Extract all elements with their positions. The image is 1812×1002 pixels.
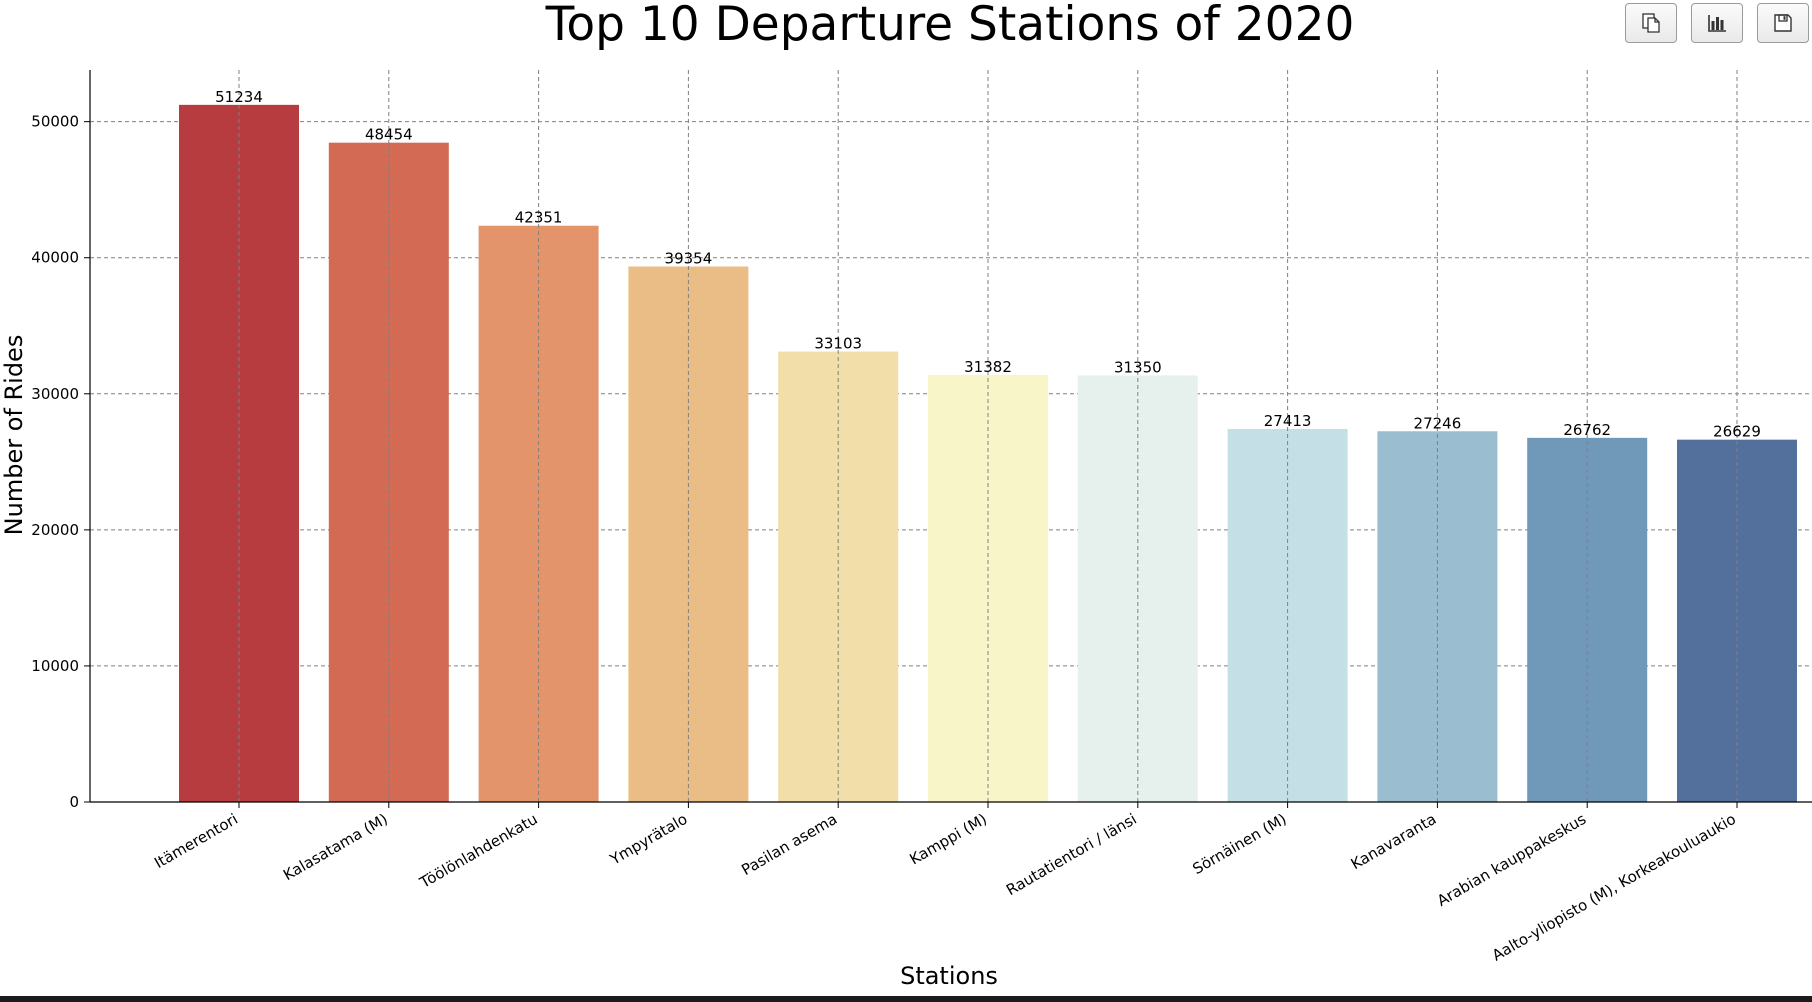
x-axis-label: Stations: [900, 962, 998, 990]
data-label: 31350: [1114, 358, 1162, 376]
bar: [179, 104, 299, 803]
bars: [179, 104, 1797, 803]
x-tick-label: Ympyrätalo: [606, 810, 690, 869]
y-tick-label: 10000: [31, 657, 79, 675]
y-ticks: 0 10000 20000 30000 40000 50000: [31, 113, 90, 811]
x-tick-label: Aalto-yliopisto (M), Korkeakouluaukio: [1489, 810, 1739, 965]
bar: [1677, 439, 1797, 802]
copy-button[interactable]: [1625, 3, 1677, 43]
data-label: 42351: [515, 209, 563, 227]
y-tick-label: 20000: [31, 521, 79, 539]
axes: [89, 70, 1812, 803]
data-label: 26762: [1563, 421, 1611, 439]
x-tick-label: Pasilan asema: [738, 810, 840, 879]
x-tick-label: Arabian kauppakeskus: [1434, 810, 1589, 910]
toolbar: [1625, 3, 1809, 43]
y-axis-label: Number of Rides: [0, 335, 28, 536]
chart-button[interactable]: [1691, 3, 1743, 43]
data-label: 39354: [665, 250, 713, 268]
vertical-gridlines: [238, 70, 1738, 802]
data-label: 48454: [365, 126, 413, 144]
data-label: 27413: [1264, 412, 1312, 430]
x-tick-label: Sörnäinen (M): [1190, 810, 1290, 878]
y-tick-label: 30000: [31, 385, 79, 403]
data-label: 26629: [1713, 423, 1761, 441]
x-tick-label: Itämerentori: [151, 810, 241, 872]
data-label: 27246: [1414, 414, 1462, 432]
bar-chart-icon: [1708, 15, 1726, 32]
x-ticks: Itämerentori Kalasatama (M) Töölönlahdenka…: [151, 802, 1739, 965]
floppy-disk-icon: [1774, 14, 1792, 32]
data-label: 51234: [215, 88, 263, 106]
x-tick-label: Kanavaranta: [1348, 810, 1440, 873]
x-tick-label: Töölönlahdenkatu: [416, 810, 541, 892]
x-tick-label: Kamppi (M): [907, 810, 990, 869]
x-tick-label: Kalasatama (M): [280, 810, 391, 884]
x-tick-label: Rautatientori / länsi: [1003, 810, 1140, 899]
save-button[interactable]: [1757, 3, 1809, 43]
y-tick-label: 50000: [31, 113, 79, 131]
y-tick-label: 40000: [31, 249, 79, 267]
y-tick-label: 0: [69, 793, 79, 811]
copy-icon: [1642, 13, 1660, 33]
chart-title: Top 10 Departure Stations of 2020: [545, 0, 1355, 52]
data-label: 31382: [964, 358, 1012, 376]
data-label: 33103: [814, 335, 862, 353]
window-bottom-edge: [0, 996, 1812, 1002]
data-labels: 51234 48454 42351 39354 33103 31382 31350 27413…: [215, 88, 1761, 441]
